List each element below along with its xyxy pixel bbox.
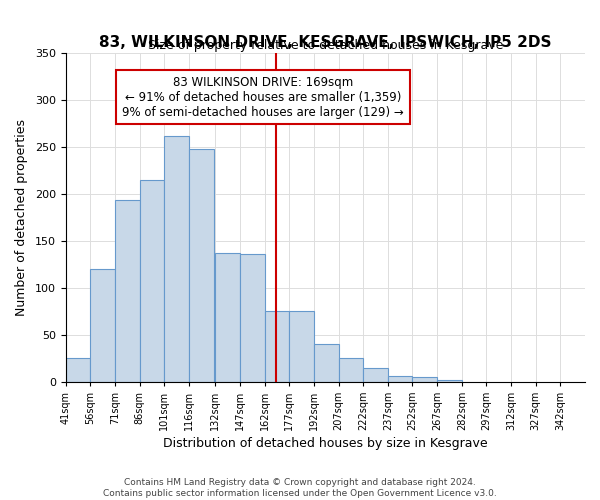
Text: Contains HM Land Registry data © Crown copyright and database right 2024.
Contai: Contains HM Land Registry data © Crown c…	[103, 478, 497, 498]
Bar	[164, 136, 189, 382]
Text: Size of property relative to detached houses in Kesgrave: Size of property relative to detached ho…	[148, 39, 503, 52]
Bar	[91, 268, 115, 382]
Bar	[289, 311, 314, 382]
Bar	[265, 311, 289, 382]
Bar	[338, 358, 363, 382]
Bar	[189, 150, 214, 382]
Bar	[240, 254, 265, 382]
Bar	[437, 380, 462, 382]
Bar	[66, 358, 91, 382]
Bar	[140, 180, 164, 382]
Text: 83 WILKINSON DRIVE: 169sqm
← 91% of detached houses are smaller (1,359)
9% of se: 83 WILKINSON DRIVE: 169sqm ← 91% of deta…	[122, 76, 404, 118]
Bar	[215, 253, 240, 382]
Title: 83, WILKINSON DRIVE, KESGRAVE, IPSWICH, IP5 2DS: 83, WILKINSON DRIVE, KESGRAVE, IPSWICH, …	[99, 35, 551, 50]
Bar	[115, 200, 140, 382]
Bar	[388, 376, 412, 382]
Bar	[412, 377, 437, 382]
Bar	[363, 368, 388, 382]
Bar	[314, 344, 338, 382]
Y-axis label: Number of detached properties: Number of detached properties	[15, 118, 28, 316]
X-axis label: Distribution of detached houses by size in Kesgrave: Distribution of detached houses by size …	[163, 437, 488, 450]
